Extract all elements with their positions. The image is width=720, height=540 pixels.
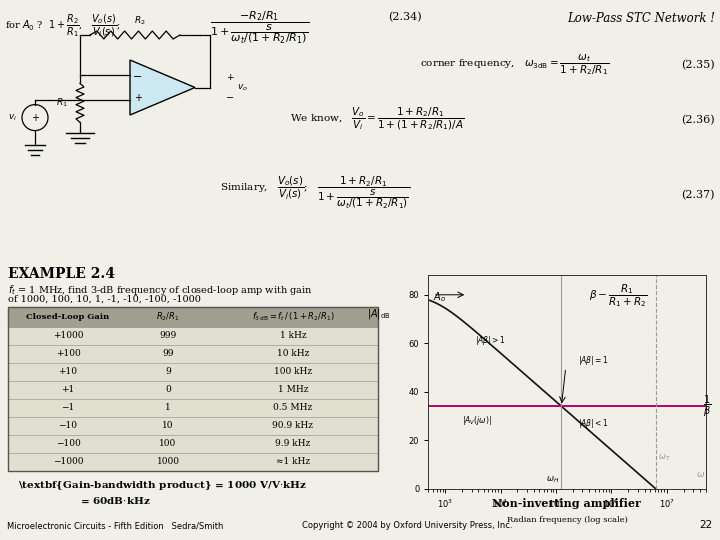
Text: −100: −100 xyxy=(55,440,81,448)
FancyBboxPatch shape xyxy=(8,307,378,327)
Text: 1000: 1000 xyxy=(156,457,179,467)
Polygon shape xyxy=(130,60,195,115)
FancyBboxPatch shape xyxy=(8,453,378,471)
Text: −10: −10 xyxy=(58,421,78,430)
FancyBboxPatch shape xyxy=(8,327,378,345)
Text: −1: −1 xyxy=(61,403,75,412)
Text: +100: +100 xyxy=(55,349,81,358)
Text: Microelectronic Circuits - Fifth Edition   Sedra/Smith: Microelectronic Circuits - Fifth Edition… xyxy=(7,521,224,530)
Text: $v_i$: $v_i$ xyxy=(8,112,17,123)
Text: 1 MHz: 1 MHz xyxy=(278,385,308,394)
Text: = 60dB$\cdot$kHz: = 60dB$\cdot$kHz xyxy=(80,495,150,506)
Text: $A_o$: $A_o$ xyxy=(433,290,446,303)
Text: EXAMPLE 2.4: EXAMPLE 2.4 xyxy=(8,267,115,281)
Text: for $A_0$ ?  $1+\dfrac{R_2}{R_1}$,   $\dfrac{V_o(s)}{V_i(s)}$;: for $A_0$ ? $1+\dfrac{R_2}{R_1}$, $\dfra… xyxy=(5,12,121,39)
Text: $|A\beta|=1$: $|A\beta|=1$ xyxy=(578,354,608,367)
Text: 0: 0 xyxy=(165,385,171,394)
Text: 22: 22 xyxy=(700,520,713,530)
Text: $v_o$: $v_o$ xyxy=(237,82,248,93)
Text: 90.9 kHz: 90.9 kHz xyxy=(272,421,313,430)
Text: Low-Pass STC Network !: Low-Pass STC Network ! xyxy=(567,12,715,25)
Text: 99: 99 xyxy=(162,349,174,358)
Text: $|A\beta|<1$: $|A\beta|<1$ xyxy=(578,417,608,430)
Text: $\omega_H$: $\omega_H$ xyxy=(546,475,559,485)
Text: Copyright © 2004 by Oxford University Press, Inc.: Copyright © 2004 by Oxford University Pr… xyxy=(302,521,513,530)
Text: \textbf{Gain-bandwidth product} = 1000 V/V$\cdot$kHz: \textbf{Gain-bandwidth product} = 1000 V… xyxy=(18,479,307,492)
Text: $\dfrac{1}{\beta}$: $\dfrac{1}{\beta}$ xyxy=(703,394,711,419)
Text: 0.5 MHz: 0.5 MHz xyxy=(274,403,312,412)
Text: Closed-Loop Gain: Closed-Loop Gain xyxy=(27,313,109,321)
Text: Similary,   $\dfrac{V_o(s)}{V_i(s)}$;   $\dfrac{1+R_2/R_1}{1+\dfrac{s}{\omega_t/: Similary, $\dfrac{V_o(s)}{V_i(s)}$; $\df… xyxy=(220,175,410,211)
Text: $|A\beta|>1$: $|A\beta|>1$ xyxy=(475,334,506,347)
Text: We know,   $\dfrac{V_o}{V_i}=\dfrac{1+R_2/R_1}{1+(1+R_2/R_1)/A}$: We know, $\dfrac{V_o}{V_i}=\dfrac{1+R_2/… xyxy=(290,105,464,132)
Text: $R_1$: $R_1$ xyxy=(56,97,68,109)
Text: $R_2$: $R_2$ xyxy=(134,15,146,27)
Text: 10: 10 xyxy=(162,421,174,430)
Text: 100 kHz: 100 kHz xyxy=(274,367,312,376)
Text: $f_t$ = 1 MHz, find 3-dB frequency of closed-loop amp with gain: $f_t$ = 1 MHz, find 3-dB frequency of cl… xyxy=(8,282,312,296)
Text: 10 kHz: 10 kHz xyxy=(276,349,309,358)
Text: +: + xyxy=(31,113,39,123)
FancyBboxPatch shape xyxy=(8,435,378,453)
Text: 999: 999 xyxy=(159,331,176,340)
Text: 1: 1 xyxy=(165,403,171,412)
Text: (2.35): (2.35) xyxy=(681,60,715,70)
Text: $|A_V(j\omega)|$: $|A_V(j\omega)|$ xyxy=(462,414,492,427)
Text: $\dfrac{-R_2/R_1}{1+\dfrac{s}{\omega_t/(1+R_2/R_1)}}$: $\dfrac{-R_2/R_1}{1+\dfrac{s}{\omega_t/(… xyxy=(210,10,310,46)
Text: 9.9 kHz: 9.9 kHz xyxy=(275,440,310,448)
Text: −: − xyxy=(133,72,143,83)
Text: $f_{3\,\mathrm{dB}} = f_t\,/\,(1+R_2/R_1)$: $f_{3\,\mathrm{dB}} = f_t\,/\,(1+R_2/R_1… xyxy=(251,310,334,323)
Text: (2.34): (2.34) xyxy=(388,12,422,22)
Text: (2.36): (2.36) xyxy=(681,115,715,125)
Text: $\beta-\dfrac{R_1}{R_1+R_2}$: $\beta-\dfrac{R_1}{R_1+R_2}$ xyxy=(589,282,647,309)
Text: +1: +1 xyxy=(61,385,75,394)
FancyBboxPatch shape xyxy=(8,399,378,417)
Text: corner frequency,   $\omega_{3\mathrm{dB}}=\dfrac{\omega_t}{1+R_2/R_1}$: corner frequency, $\omega_{3\mathrm{dB}}… xyxy=(420,52,609,77)
Text: 9: 9 xyxy=(165,367,171,376)
FancyBboxPatch shape xyxy=(8,363,378,381)
Text: 1 kHz: 1 kHz xyxy=(279,331,306,340)
Text: ≈1 kHz: ≈1 kHz xyxy=(276,457,310,467)
FancyBboxPatch shape xyxy=(8,381,378,399)
Text: +: + xyxy=(226,73,234,83)
Text: $\omega_T$: $\omega_T$ xyxy=(658,453,671,463)
FancyBboxPatch shape xyxy=(8,417,378,435)
X-axis label: Radian frequency (log scale): Radian frequency (log scale) xyxy=(507,516,627,524)
Text: $|A|_{\rm dB}$: $|A|_{\rm dB}$ xyxy=(366,307,390,321)
Text: (2.37): (2.37) xyxy=(682,190,715,200)
Text: +1000: +1000 xyxy=(53,331,84,340)
Text: −: − xyxy=(226,92,234,103)
Text: $R_2 / R_1$: $R_2 / R_1$ xyxy=(156,310,180,323)
Text: 100: 100 xyxy=(159,440,176,448)
Text: −1000: −1000 xyxy=(53,457,84,467)
Text: Non-inverting amplifier: Non-inverting amplifier xyxy=(492,498,641,509)
FancyBboxPatch shape xyxy=(8,345,378,363)
Text: of 1000, 100, 10, 1, -1, -10, -100, -1000: of 1000, 100, 10, 1, -1, -10, -100, -100… xyxy=(8,295,201,303)
Text: +: + xyxy=(134,92,142,103)
Text: $\omega$: $\omega$ xyxy=(696,470,705,478)
Text: +10: +10 xyxy=(58,367,78,376)
